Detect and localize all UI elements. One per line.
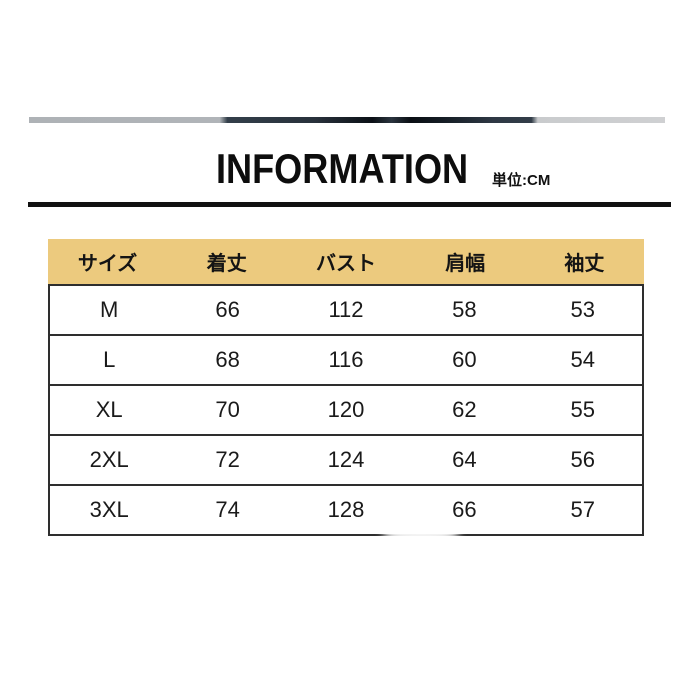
cell-shoulder: 60 <box>452 347 477 372</box>
cell-shoulder: 58 <box>452 297 477 322</box>
divider-rule <box>28 202 671 207</box>
cell-shoulder: 64 <box>452 447 477 472</box>
cell-size: 3XL <box>89 497 129 522</box>
cell-sleeve: 54 <box>570 347 596 372</box>
cell-length: 74 <box>215 497 240 522</box>
column-header-bust: バスト <box>315 253 376 275</box>
table-row: L 68 116 60 54 <box>50 334 642 384</box>
cell-bust: 124 <box>327 447 365 472</box>
page-title: INFORMATION <box>216 145 469 192</box>
cell-length: 66 <box>215 297 240 322</box>
column-header-shoulder: 肩幅 <box>445 253 486 275</box>
cell-bust: 128 <box>327 497 365 522</box>
unit-label: 単位:CM <box>492 172 551 189</box>
cell-sleeve: 56 <box>570 447 596 472</box>
cell-bust: 112 <box>328 297 364 322</box>
size-table-body: M 66 112 58 53 L 68 116 60 54 XL 70 120 … <box>48 284 644 544</box>
cell-bust: 120 <box>327 397 365 422</box>
cell-bust: 116 <box>328 347 364 372</box>
cell-shoulder: 66 <box>452 497 477 522</box>
column-header-size: サイズ <box>77 253 138 275</box>
cell-sleeve: 53 <box>570 297 596 322</box>
column-header-sleeve: 袖丈 <box>564 253 605 275</box>
table-row: 2XL 72 124 64 56 <box>50 434 642 484</box>
cell-size: 2XL <box>89 447 129 472</box>
table-row: M 66 112 58 53 <box>50 286 642 334</box>
cell-size: L <box>103 347 116 372</box>
table-row: 3XL 74 128 66 57 <box>50 484 642 534</box>
cell-sleeve: 57 <box>570 497 596 522</box>
cell-size: M <box>100 297 119 322</box>
cell-sleeve: 55 <box>570 397 596 422</box>
cell-size: XL <box>95 397 123 422</box>
product-photo-strip <box>29 117 665 123</box>
size-table: サイズ 着丈 バスト 肩幅 袖丈 M 66 112 58 53 L 68 116… <box>48 239 644 544</box>
table-row: XL 70 120 62 55 <box>50 384 642 434</box>
cell-length: 72 <box>215 447 240 472</box>
column-header-length: 着丈 <box>206 253 247 275</box>
cell-shoulder: 62 <box>452 397 477 422</box>
cell-length: 68 <box>215 347 240 372</box>
size-table-header-row: サイズ 着丈 バスト 肩幅 袖丈 <box>48 239 644 284</box>
cell-length: 70 <box>215 397 240 422</box>
